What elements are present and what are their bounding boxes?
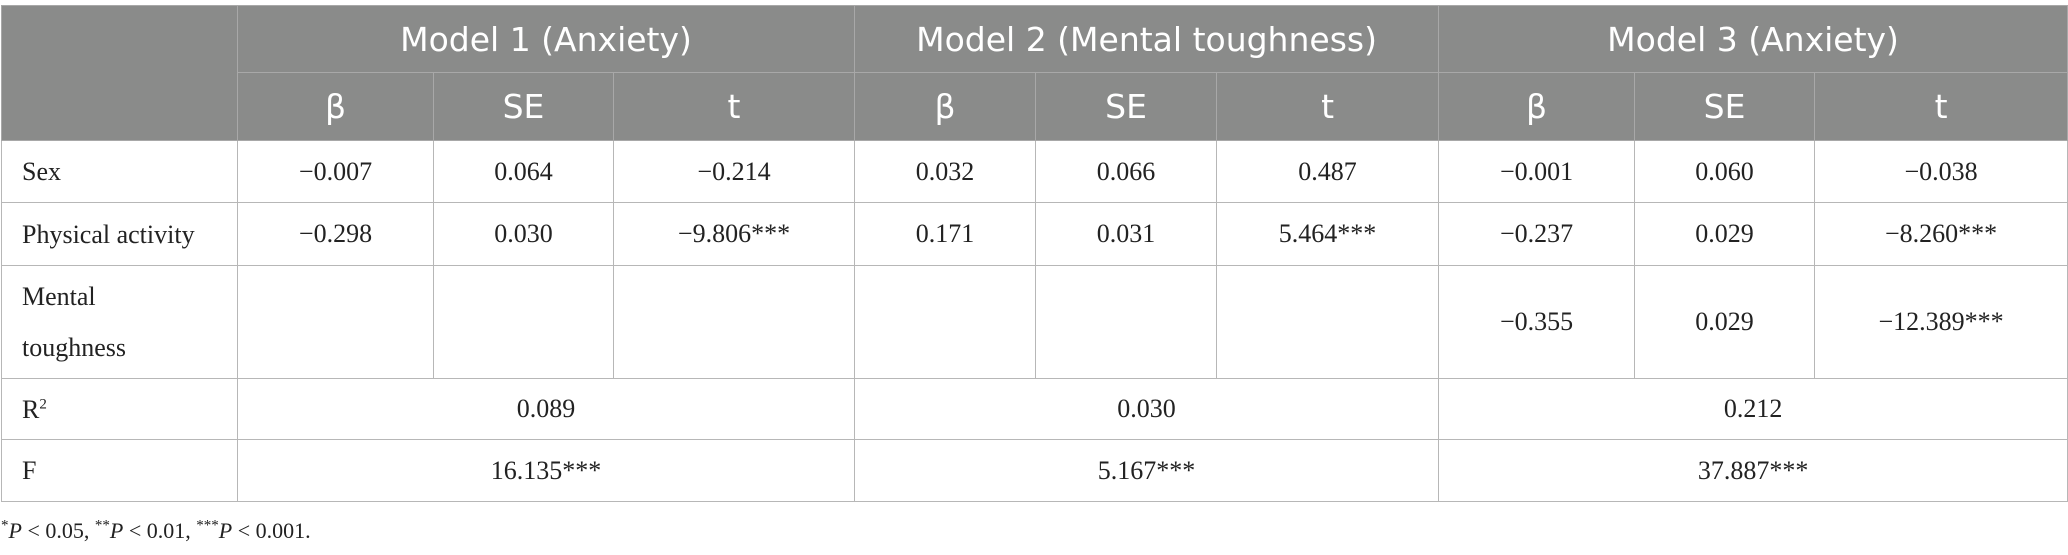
table-cell: 0.066 [1035,140,1218,203]
table-cell [1216,265,1440,379]
table-cell [433,265,614,379]
table-row-r-squared: R2 0.089 0.030 0.212 [1,378,2068,440]
row-label-line-2: toughness [22,333,126,362]
row-label: Mental toughness [1,265,238,379]
f-value-model-2: 5.167*** [854,439,1440,502]
table-cell: 0.029 [1634,202,1816,266]
table-cell [237,265,434,379]
table-row-f: F 16.135*** 5.167*** 37.887*** [1,439,2068,502]
regression-table: Model 1 (Anxiety) Model 2 (Mental toughn… [1,5,2068,502]
footnote-sig-2: ** [94,517,110,534]
row-label: Sex [1,140,238,203]
table-cell [1035,265,1218,379]
footnote-p-3: P [218,518,233,543]
col-header-se: SE [1634,72,1816,141]
table-cell: 0.487 [1216,140,1440,203]
table-cell: 0.032 [854,140,1037,203]
table-cell: −0.355 [1438,265,1636,379]
f-value-model-1: 16.135*** [236,439,856,502]
footnote-p-1: P [8,518,22,543]
footnote-p-2: P [109,518,124,543]
table-cell: 0.171 [854,202,1037,266]
col-header-beta: β [854,72,1037,141]
row-label-line-1: Mental [22,282,96,311]
table-cell: −0.214 [612,140,856,203]
col-header-se: SE [433,72,614,141]
table-cell: 0.029 [1634,265,1816,379]
table-cell: 0.031 [1035,202,1218,266]
row-label: F [1,439,238,502]
footnote-text-3: < 0.001. [232,518,311,543]
table-cell: 0.064 [433,140,614,203]
table-cell [854,265,1037,379]
table-cell: −0.038 [1814,140,2068,203]
table-cell: −8.260*** [1814,202,2068,266]
corner-cell [1,5,238,141]
stat-header-row: β SE t β SE t β SE t [2,72,2068,141]
footnote-text-2: < 0.01, [123,518,197,543]
r2-value-model-2: 0.030 [854,378,1440,440]
r2-value-model-1: 0.089 [236,378,856,440]
row-label: R2 [1,378,238,440]
footnote-text-1: < 0.05, [21,518,95,543]
footnote-sig-1: * [1,517,9,534]
col-header-t: t [1814,72,2068,141]
table-footnote: *P < 0.05, **P < 0.01, ***P < 0.001. [1,518,311,544]
col-header-se: SE [1035,72,1218,141]
model-2-header: Model 2 (Mental toughness) [854,5,1440,73]
table-cell: 5.464*** [1216,202,1440,266]
col-header-beta: β [1438,72,1636,141]
table-cell [612,265,856,379]
table-cell: −12.389*** [1814,265,2068,379]
r2-label: R [22,394,40,424]
row-label: Physical activity [1,202,238,266]
f-value-model-3: 37.887*** [1438,439,2068,502]
col-header-beta: β [237,72,434,141]
table-cell: −9.806*** [612,202,856,266]
table-row-physical-activity: Physical activity −0.298 0.030 −9.806***… [1,202,2068,266]
table-cell: −0.001 [1438,140,1636,203]
r2-superscript: 2 [39,395,47,412]
col-header-t: t [1216,72,1440,141]
table-cell: −0.298 [237,202,434,266]
regression-table-container: Model 1 (Anxiety) Model 2 (Mental toughn… [1,5,2068,502]
model-header-row: Model 1 (Anxiety) Model 2 (Mental toughn… [1,5,2068,141]
table-row-mental-toughness: Mental toughness −0.355 0.029 −12.389*** [1,265,2068,379]
table-cell: −0.237 [1438,202,1636,266]
table-cell: 0.030 [433,202,614,266]
model-3-header: Model 3 (Anxiety) [1438,5,2068,73]
col-header-t: t [612,72,856,141]
footnote-sig-3: *** [196,517,219,534]
r2-value-model-3: 0.212 [1438,378,2068,440]
table-cell: −0.007 [237,140,434,203]
table-cell: 0.060 [1634,140,1816,203]
model-1-header: Model 1 (Anxiety) [236,5,856,73]
table-row-sex: Sex −0.007 0.064 −0.214 0.032 0.066 0.48… [1,140,2068,203]
